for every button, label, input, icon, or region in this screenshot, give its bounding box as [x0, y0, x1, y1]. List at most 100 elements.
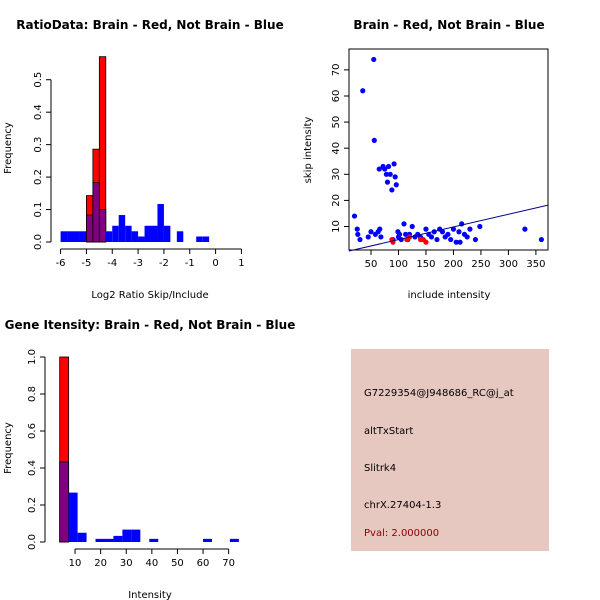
scatter-not-brain-point [403, 231, 409, 237]
scatter-not-brain-point [423, 226, 429, 232]
scatter-not-brain-point [389, 187, 395, 193]
ratio-histogram-x-tick-label: 1 [238, 258, 244, 269]
ratio-histogram-not-brain-bar [118, 215, 126, 242]
intensity-histogram-not-brain-bar [149, 538, 159, 542]
scatter-axes: 50 100 150 200 250 300 350 10 20 30 40 50 60 70 [331, 64, 545, 270]
intensity-scatter-panel: Brain - Red, Not Brain - Blue include in… [303, 18, 549, 301]
scatter-not-brain-point [409, 223, 415, 230]
scatter-y-tick-label: 60 [331, 90, 342, 103]
intensity-histogram-not-brain-bar [229, 538, 239, 542]
ratio-histogram-x-tick-label: -5 [81, 258, 91, 269]
scatter-not-brain-point [391, 161, 397, 167]
ratio-histogram-not-brain-bar [151, 225, 158, 242]
ratio-histogram-not-brain-bar [86, 214, 94, 243]
ratio-histogram-not-brain-bar [157, 204, 164, 242]
ratio-histogram-x-tick-label: -4 [107, 258, 117, 269]
scatter-not-brain-point [371, 56, 377, 63]
scatter-fit-line [348, 204, 549, 252]
intensity-histogram-not-brain-bar [113, 535, 123, 542]
scatter-not-brain-point [383, 171, 389, 177]
ratio-histogram-ylabel: Frequency [3, 122, 14, 174]
scatter-not-brain-point [467, 226, 473, 232]
intensity-histogram-not-brain-bar [131, 529, 141, 542]
scatter-not-brain-point [453, 239, 459, 245]
scatter-not-brain-point [351, 213, 358, 219]
intensity-histogram-axes: 10 20 30 40 50 60 70 0.0 0.2 0.4 0.6 0.8 1.0 [27, 349, 235, 569]
scatter-y-tick-label: 70 [331, 64, 342, 77]
ratio-histogram-x-tick-label: -2 [159, 258, 169, 269]
ratio-histogram-axes: -6 -5 -4 -3 -2 -1 0 1 0.0 0.1 0.2 0.3 0.4 0.5 [33, 72, 245, 269]
intensity-histogram-x-tick-label: 30 [120, 558, 133, 569]
ratio-histogram-not-brain-bar [125, 225, 132, 242]
scatter-not-brain-point [387, 171, 393, 177]
intensity-histogram-panel: Gene Itensity: Brain - Red, Not Brain - … [3, 318, 295, 600]
scatter-not-brain-point [445, 231, 451, 237]
scatter-not-brain-point [448, 236, 454, 243]
scatter-not-brain-point [354, 226, 360, 232]
scatter-not-brain-point [457, 239, 463, 245]
scatter-not-brain-point [355, 231, 361, 237]
scatter-not-brain-point [428, 234, 435, 240]
scatter-x-tick-label: 100 [389, 259, 408, 270]
scatter-x-tick-label: 200 [444, 259, 463, 270]
ratio-histogram-panel: RatioData: Brain - Red, Not Brain - Blue… [3, 18, 284, 301]
intensity-histogram-y-tick-label: 1.0 [27, 349, 38, 365]
intensity-histogram-x-tick-label: 10 [69, 558, 82, 569]
scatter-not-brain-point [472, 236, 479, 243]
ratio-histogram-y-tick-label: 0.2 [33, 169, 44, 185]
ratio-histogram-not-brain-bar [202, 236, 210, 242]
scatter-x-tick-label: 300 [499, 259, 518, 270]
ratio-histogram-y-tick-label: 0.3 [33, 137, 44, 153]
scatter-not-brain-point [385, 163, 392, 170]
intensity-histogram-y-tick-label: 0.4 [27, 460, 38, 476]
scatter-y-tick-label: 50 [331, 116, 342, 129]
intensity-histogram-y-tick-label: 0.6 [27, 423, 38, 439]
intensity-histogram-not-brain-bar [203, 538, 212, 542]
scatter-not-brain-point [538, 236, 545, 243]
scatter-not-brain-point [396, 231, 403, 237]
intensity-histogram-y-tick-label: 0.0 [27, 534, 38, 550]
scatter-y-tick-label: 10 [331, 220, 342, 233]
scatter-brain-point [423, 239, 429, 245]
intensity-histogram-x-tick-label: 50 [171, 558, 184, 569]
ratio-histogram-y-tick-label: 0.5 [33, 72, 44, 88]
ratio-histogram-not-brain-bar [105, 231, 113, 242]
intensity-histogram-x-tick-label: 40 [145, 558, 158, 569]
scatter-not-brain-point [384, 179, 391, 185]
ratio-histogram-y-tick-label: 0.0 [33, 234, 44, 250]
ratio-histogram-not-brain-bar [163, 225, 171, 242]
intensity-histogram-not-brain-bar [122, 529, 132, 542]
scatter-not-brain-point [522, 226, 528, 232]
scatter-not-brain-point [378, 234, 384, 240]
ratio-histogram-y-tick-label: 0.4 [33, 104, 44, 120]
scatter-not-brain-point [477, 223, 483, 230]
scatter-x-tick-label: 50 [365, 259, 378, 270]
probe-id: G7229354@J948686_RC@j_at [364, 388, 514, 399]
intensity-histogram-not-brain-bar [104, 538, 114, 542]
scatter-y-tick-label: 20 [331, 194, 342, 207]
ratio-histogram-x-tick-label: -1 [185, 258, 195, 269]
scatter-xlabel: include intensity [408, 290, 491, 301]
intensity-histogram-not-brain-bar [68, 492, 78, 542]
intensity-histogram-not-brain-bar [95, 538, 105, 542]
scatter-not-brain-point [376, 166, 382, 172]
intensity-histogram-xlabel: Intensity [128, 590, 172, 600]
scatter-points [348, 56, 549, 252]
ratio-histogram-not-brain-bar [60, 231, 68, 242]
scatter-plot-frame [348, 48, 549, 251]
intensity-histogram-ylabel: Frequency [3, 422, 14, 474]
probe-info-background [351, 349, 549, 551]
scatter-not-brain-point [368, 229, 374, 235]
ratio-histogram-title: RatioData: Brain - Red, Not Brain - Blue [16, 18, 283, 32]
intensity-histogram-y-tick-label: 0.2 [27, 497, 38, 513]
intensity-histogram-x-tick-label: 20 [94, 558, 107, 569]
scatter-y-tick-label: 40 [331, 142, 342, 155]
ratio-histogram-not-brain-bar [131, 231, 139, 242]
scatter-x-tick-label: 150 [416, 259, 435, 270]
probe-info-panel: G7229354@J948686_RC@j_at altTxStart Slit… [351, 349, 549, 551]
intensity-histogram-not-brain-bar [59, 461, 70, 543]
intensity-histogram-bars [59, 356, 239, 543]
scatter-not-brain-point [456, 229, 462, 235]
genomic-location: chrX.27404-1.3 [364, 500, 441, 511]
scatter-not-brain-point [371, 137, 377, 143]
